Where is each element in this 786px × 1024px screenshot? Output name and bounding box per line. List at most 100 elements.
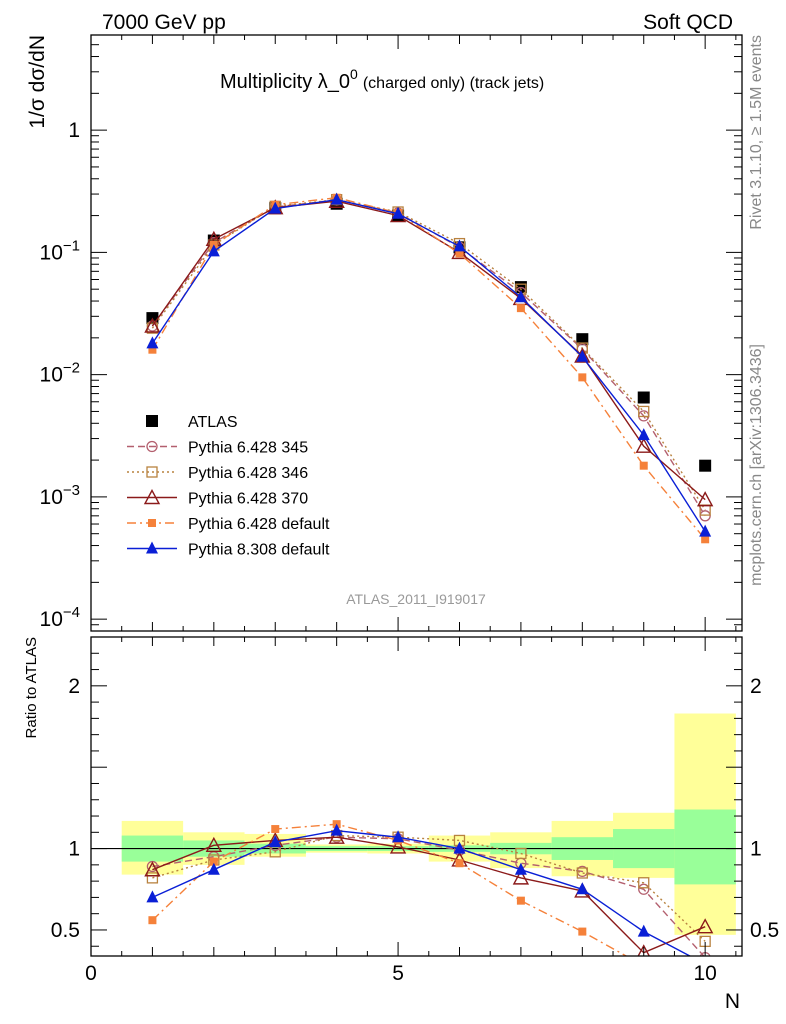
main-series-5 [146,192,712,537]
legend-marker [146,541,158,554]
legend-entry: Pythia 6.428 default [127,516,330,533]
ratio-series-4 [146,823,692,956]
legend-label: Pythia 6.428 346 [188,465,308,482]
main-data-point [637,391,650,404]
main-data-point [330,192,343,205]
side-text-mcplots: mcplots.cern.ch [arXiv:1306.3436] [748,344,765,586]
legend-entry: Pythia 6.428 345 [127,440,308,457]
ratio-y-tick-label-left: 0.5 [51,919,80,942]
ratio-data-point [637,944,651,956]
ratio-data-point [638,877,650,889]
ratio-data-point [696,918,714,934]
ratio-data-point [389,838,407,854]
main-data-point [269,201,282,214]
main-data-point [639,461,648,470]
x-axis-label: N [725,990,740,1013]
main-data-point [392,206,405,219]
ratio-data-point [392,830,405,843]
main-data-point [455,249,464,258]
legend-entry: Pythia 8.308 default [127,541,330,559]
main-data-point [576,333,589,346]
main-data-point [696,491,714,507]
main-data-point [207,244,220,257]
ratio-data-point [330,823,343,836]
band-green-bin [674,809,736,885]
header-right: Soft QCD [643,11,733,34]
ratio-y-axis-label: Ratio to ATLAS [23,637,40,738]
main-data-point [699,459,712,472]
ratio-uncertainty-bands [121,713,736,935]
main-series-line [151,198,706,511]
x-tick-label: 5 [392,962,404,985]
ratio-data-point [515,847,527,860]
analysis-watermark: ATLAS_2011_I919017 [346,591,486,607]
ratio-y-tick-label-left: 2 [68,675,80,698]
ratio-data-point [271,825,280,834]
ratio-data-point [148,916,157,925]
main-data-point [637,428,650,441]
legend-marker [146,415,158,427]
main-data-point [701,535,710,544]
legend-label: ATLAS [188,414,238,431]
plot-title-main: Multiplicity λ_0 [220,71,350,93]
main-y-tick-label: 10−3 [40,482,80,509]
axes: 0 5 10 1 10−1 10−2 10−3 10−4 0.5 0.5 1 1 2 2 [40,34,779,985]
ratio-y-tick-label-left: 1 [68,838,80,861]
main-data-point [699,524,712,537]
legend-entry: Pythia 6.428 346 [127,465,308,482]
ratio-data-point [578,927,587,936]
main-data-point [635,437,652,453]
ratio-series-line [152,836,705,956]
ratio-data-point [638,883,650,895]
ratio-frame [90,636,743,957]
x-tick-label: 0 [85,962,97,985]
legend-label: Pythia 6.428 370 [188,491,308,508]
main-data-point [453,239,466,252]
ratio-data-point [640,962,648,970]
main-series-line [151,198,706,532]
main-data-point [514,290,527,303]
legend: ATLAS Pythia 6.428 345 Pythia 6.428 346 Pyt… [127,414,330,559]
ratio-y-tick-label-right: 2 [750,675,762,698]
main-series-line [151,200,706,501]
ratio-data-point [146,872,159,884]
legend-marker [148,519,156,527]
main-data-point [144,317,161,333]
main-data-point [516,304,525,313]
ratio-data-point [269,835,282,848]
main-frame [90,34,743,632]
plot-title: Multiplicity λ_00 (charged only) (track j… [220,66,544,93]
main-series-line [151,196,706,540]
ratio-series-line [152,834,706,942]
main-series-3 [144,192,714,507]
main-data-point [576,349,589,362]
main-y-axis-label: 1/σ dσ/dN [26,35,49,129]
legend-entry: Pythia 6.428 370 [127,489,308,508]
legend-marker [146,466,158,478]
legend-label: Pythia 6.428 345 [188,440,308,457]
header-left: 7000 GeV pp [102,11,226,34]
ratio-data-point [514,862,527,875]
main-data-point [148,345,157,354]
ratio-series-line [151,823,628,956]
ratio-data-point [146,890,159,903]
ratio-data-point [209,857,218,866]
main-data-point [638,405,650,418]
ratio-data-point [205,836,223,853]
legend-marker [143,489,161,505]
side-text-rivet: Rivet 3.1.10, ≥ 1.5M events [748,35,765,230]
main-data-point [578,373,587,382]
ratio-data-point [576,882,589,895]
ratio-data-point [207,862,220,875]
legend-label: Pythia 8.308 default [188,542,330,559]
ratio-data-point [455,859,464,868]
main-y-tick-label: 10−2 [40,360,80,387]
legend-marker [146,440,158,453]
main-data-point [699,510,711,522]
legend-label: Pythia 6.428 default [188,516,330,533]
ratio-data-point [453,841,466,854]
main-y-tick-label: 10−4 [40,604,80,631]
ratio-data-point [576,867,588,879]
ratio-data-point [144,861,161,877]
